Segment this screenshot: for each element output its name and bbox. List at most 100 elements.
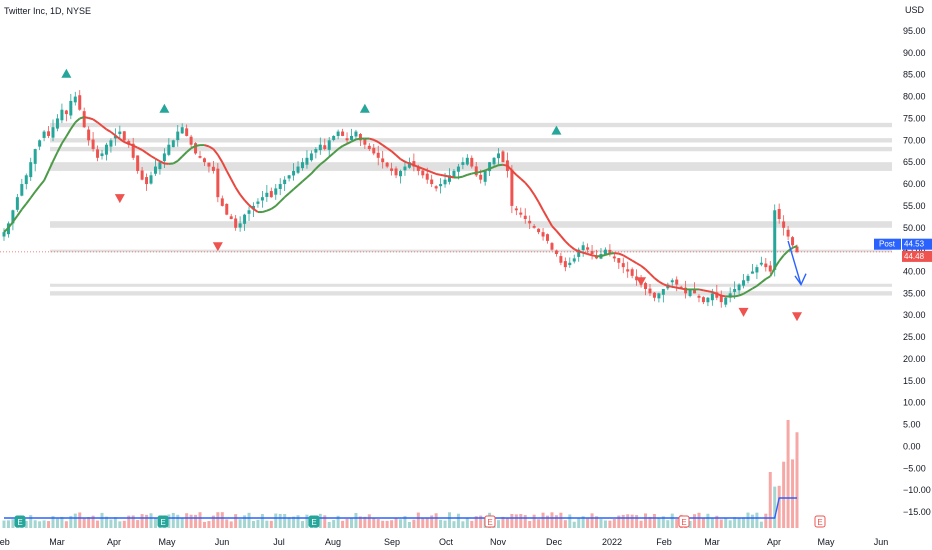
moving-average-segment — [132, 144, 139, 149]
moving-average-segment — [221, 161, 228, 172]
candle-body — [345, 138, 349, 141]
candle-body — [546, 234, 550, 241]
currency-label: USD — [905, 5, 925, 15]
candle-body — [782, 221, 786, 228]
candle-body — [764, 263, 768, 268]
moving-average-segment — [65, 128, 72, 137]
volume-bar — [465, 517, 469, 528]
volume-bar — [425, 517, 429, 528]
volume-bar — [412, 519, 416, 528]
earnings-marker — [157, 515, 169, 528]
candle-body — [777, 208, 781, 220]
volume-bar — [737, 517, 741, 528]
moving-average-segment — [551, 225, 558, 232]
moving-average-segment — [185, 147, 192, 153]
volume-bar — [109, 519, 113, 528]
moving-average-segment — [119, 138, 125, 143]
moving-average-segment — [462, 173, 468, 178]
candle-body — [577, 249, 581, 257]
pivot-high-marker — [359, 103, 370, 113]
candle-body — [113, 135, 117, 139]
candle-body — [648, 288, 652, 294]
volume-bar — [746, 512, 750, 528]
volume-bar — [55, 518, 59, 528]
post-price-tag — [902, 238, 932, 250]
moving-average-segment — [38, 179, 45, 187]
candle-body — [194, 143, 198, 154]
candle-body — [421, 170, 425, 176]
y-tick-label: 40.00 — [903, 267, 926, 277]
volume-bar — [586, 518, 590, 528]
candle-body — [176, 131, 180, 141]
candle-body — [586, 247, 590, 250]
volume-bar — [546, 515, 550, 528]
y-tick-label: 5.00 — [903, 420, 921, 430]
moving-average-segment — [328, 152, 335, 158]
candle-body — [140, 170, 144, 180]
candle-body — [407, 162, 411, 168]
volume-bar — [100, 512, 104, 528]
volume-bar — [630, 514, 634, 528]
moving-average-segment — [636, 262, 642, 267]
candle-body — [207, 162, 211, 167]
y-tick-label: 15.00 — [903, 376, 926, 386]
candle-body — [644, 283, 648, 289]
volume-bar — [73, 513, 77, 528]
volume-bar — [60, 516, 64, 528]
candle-body — [162, 153, 166, 162]
moving-average-segment — [520, 178, 526, 184]
volume-bar — [617, 515, 621, 528]
earnings-marker-label: E — [17, 518, 22, 527]
candle-body — [693, 290, 697, 294]
moving-average-segment — [591, 254, 597, 258]
moving-average-segment — [337, 145, 344, 150]
moving-average-segment — [88, 117, 94, 121]
candle-body — [439, 184, 443, 187]
volume-bar — [171, 512, 175, 528]
volume-bar — [635, 515, 639, 528]
moving-average-segment — [627, 257, 633, 262]
moving-average-segment — [404, 160, 410, 165]
candle-body — [603, 249, 607, 255]
moving-average-segment — [373, 138, 379, 143]
candle-body — [60, 109, 64, 121]
moving-average-segment — [431, 171, 437, 175]
volume-bar — [479, 515, 483, 528]
candle-body — [15, 197, 19, 210]
volume-bar — [229, 521, 233, 528]
candle-body — [786, 229, 790, 237]
candle-body — [710, 293, 714, 301]
volume-bar — [519, 514, 523, 528]
candle-body — [372, 147, 376, 154]
moving-average-segment — [649, 272, 656, 279]
y-tick-label: 70.00 — [903, 135, 926, 145]
moving-average-segment — [243, 199, 250, 206]
candle-body — [670, 280, 674, 283]
volume-bar — [176, 514, 180, 528]
moving-average-segment — [16, 208, 23, 217]
candle-body — [309, 153, 313, 161]
x-tick-label: Feb — [0, 537, 10, 547]
candle-body — [202, 158, 206, 163]
candle-body — [621, 263, 625, 268]
candle-body — [185, 128, 189, 136]
volume-bar — [670, 513, 674, 528]
volume-bar — [554, 515, 558, 528]
x-tick-label: Jun — [874, 537, 889, 547]
candle-body — [265, 192, 269, 197]
volume-bar — [33, 520, 37, 528]
moving-average-segment — [622, 254, 629, 259]
candle-body — [742, 280, 746, 286]
volume-bar — [407, 521, 411, 528]
moving-average-segment — [578, 250, 584, 254]
candle-body — [243, 214, 247, 224]
volume-bar — [532, 514, 536, 528]
support-resistance-zone — [50, 138, 892, 143]
moving-average-segment — [738, 292, 744, 297]
moving-average-segment — [751, 285, 758, 290]
volume-bar — [390, 520, 394, 528]
volume-bar — [514, 514, 518, 528]
candle-body — [287, 175, 291, 179]
volume-bar — [345, 518, 349, 528]
